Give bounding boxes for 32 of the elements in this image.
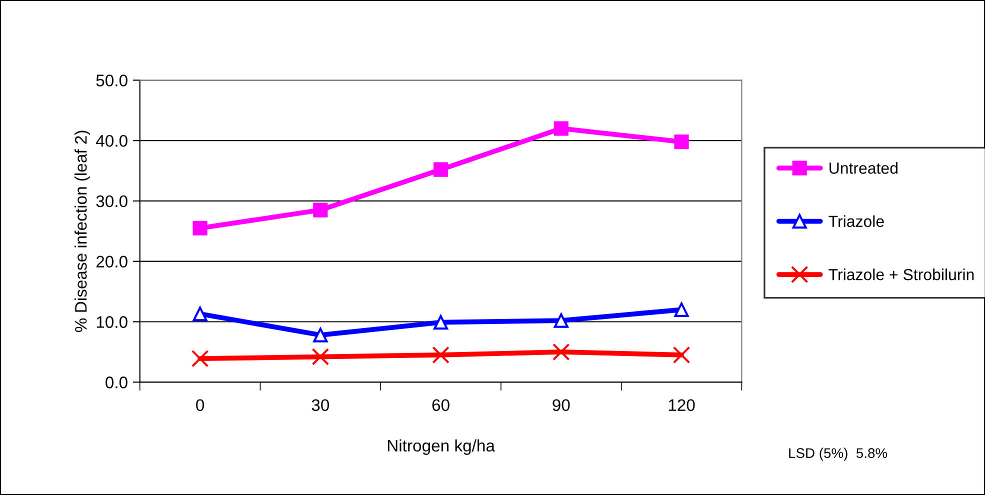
y-tick-label: 40.0: [96, 134, 128, 147]
point: [191, 350, 209, 368]
x-tick-label: 30: [312, 399, 330, 412]
point: [554, 121, 568, 136]
point: [433, 315, 448, 330]
point: [313, 202, 328, 218]
legend-label: Untreated: [830, 162, 898, 174]
point: [192, 220, 208, 236]
x-tick-label: 0: [196, 399, 204, 412]
point: [672, 346, 690, 364]
legend-label: Triazole: [828, 215, 884, 228]
x-tick-label: 60: [432, 399, 450, 412]
y-tick-label: 30.0: [96, 195, 128, 208]
point: [192, 306, 208, 322]
y-tick-label: 20.0: [96, 256, 128, 268]
x-tick-label: 90: [552, 399, 570, 412]
point: [433, 162, 448, 177]
point: [674, 134, 689, 150]
point: [432, 346, 450, 364]
point: [313, 328, 328, 342]
y-tick-label: 0.0: [106, 376, 128, 388]
text: LSD (5%) 5.8%: [789, 448, 888, 461]
legend-label: Triazole + Strobilurin: [828, 268, 974, 280]
point: [674, 302, 689, 317]
x-axis-title: Nitrogen kg/ha: [388, 439, 495, 455]
point: [552, 343, 570, 361]
y-axis-title: % Disease infection (leaf 2): [74, 130, 90, 332]
point: [312, 348, 330, 366]
y-tick-label: 50.0: [96, 74, 128, 86]
y-tick-label: 10.0: [96, 316, 128, 328]
point: [554, 313, 568, 328]
x-tick-label: 120: [668, 399, 695, 412]
